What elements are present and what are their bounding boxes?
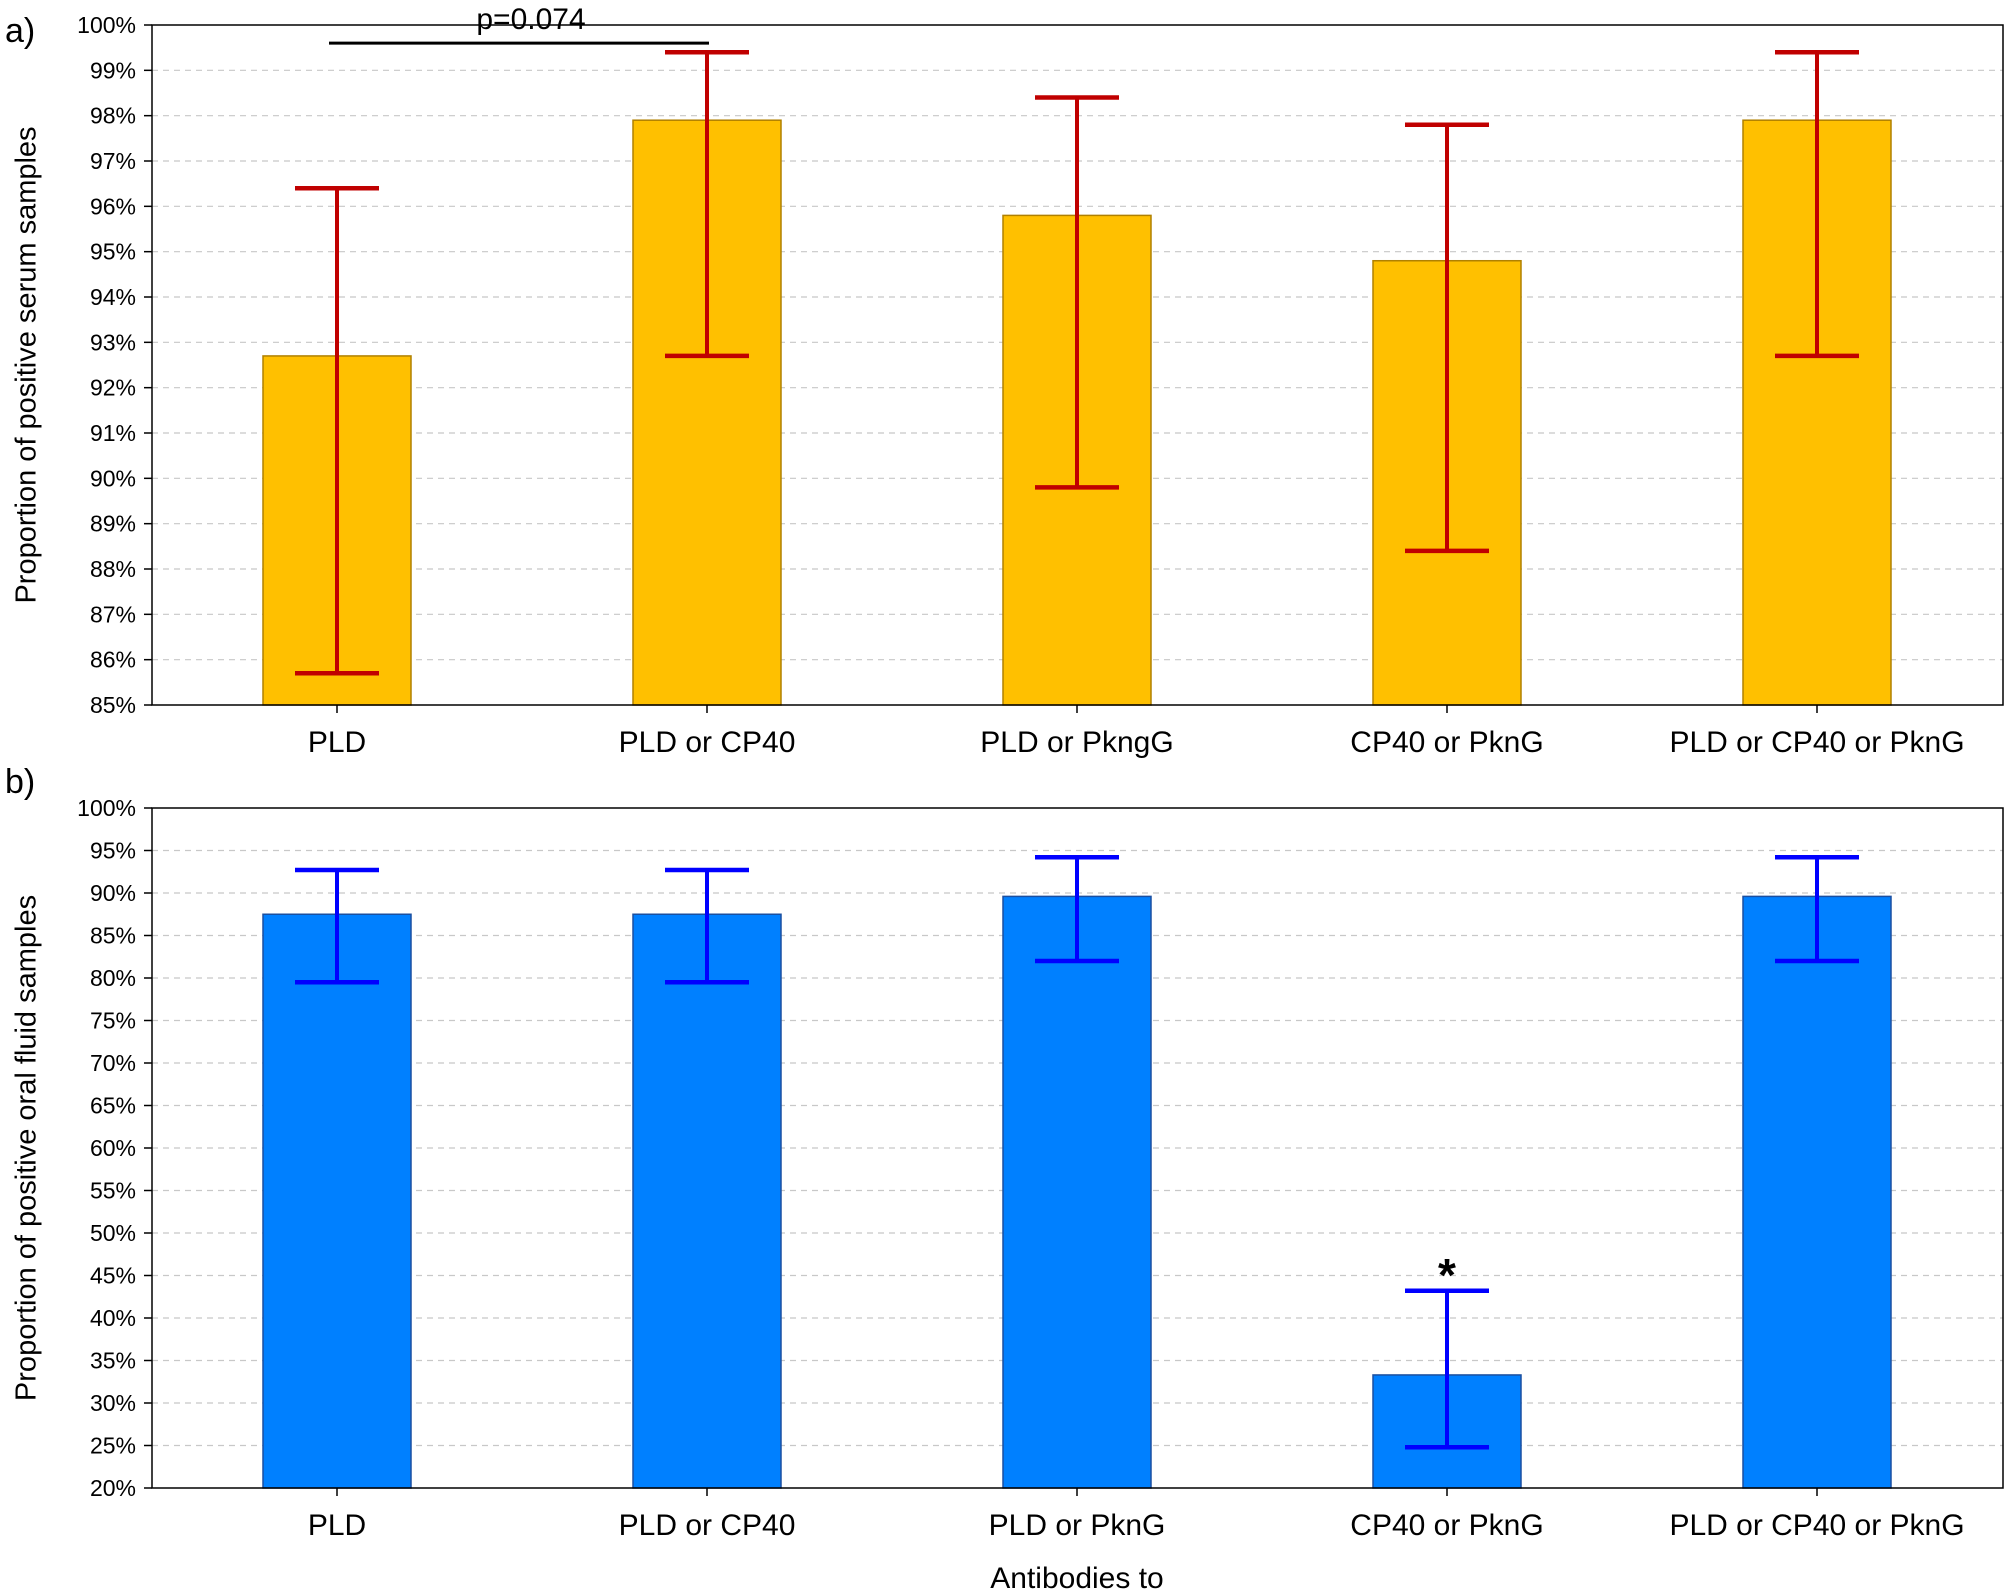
y-tick-label: 60%	[90, 1135, 136, 1161]
y-tick-label: 45%	[90, 1263, 136, 1289]
x-axis-label: Antibodies to	[990, 1562, 1163, 1595]
p-value-label: p=0.074	[476, 3, 585, 36]
y-tick-label: 100%	[77, 12, 136, 38]
x-tick-label: PLD or CP40	[619, 1509, 796, 1542]
y-tick-label: 86%	[90, 647, 136, 673]
y-axis-label: Proportion of positive serum samples	[11, 126, 43, 603]
y-tick-label: 40%	[90, 1305, 136, 1331]
x-tick-label: PLD or CP40 or PknG	[1669, 726, 1964, 759]
bar	[262, 913, 412, 1489]
x-tick-label: PLD or PknG	[989, 1509, 1166, 1542]
y-tick-label: 97%	[90, 148, 136, 174]
x-tick-label: PLD or CP40	[619, 726, 796, 759]
y-tick-label: 90%	[90, 880, 136, 906]
y-tick-label: 85%	[90, 692, 136, 718]
y-tick-label: 35%	[90, 1348, 136, 1374]
y-tick-label: 93%	[90, 329, 136, 355]
y-tick-label: 100%	[77, 795, 136, 821]
y-tick-label: 75%	[90, 1008, 136, 1034]
x-tick-label: PLD	[308, 726, 366, 759]
bar	[1742, 895, 1892, 1489]
y-tick-label: 98%	[90, 103, 136, 129]
y-axis-label: Proportion of positive oral fluid sample…	[11, 895, 43, 1401]
y-tick-label: 85%	[90, 923, 136, 949]
y-tick-label: 70%	[90, 1050, 136, 1076]
y-tick-label: 94%	[90, 284, 136, 310]
y-tick-label: 96%	[90, 193, 136, 219]
y-tick-label: 89%	[90, 511, 136, 537]
y-tick-label: 65%	[90, 1093, 136, 1119]
bar	[1002, 895, 1152, 1489]
bar	[632, 913, 782, 1489]
panel-label: a)	[5, 12, 35, 50]
y-tick-label: 95%	[90, 838, 136, 864]
y-tick-label: 88%	[90, 556, 136, 582]
x-tick-label: CP40 or PknG	[1350, 726, 1543, 759]
y-tick-label: 90%	[90, 465, 136, 491]
y-tick-label: 91%	[90, 420, 136, 446]
y-tick-label: 92%	[90, 375, 136, 401]
y-tick-label: 25%	[90, 1433, 136, 1459]
y-tick-label: 30%	[90, 1390, 136, 1416]
y-tick-label: 50%	[90, 1220, 136, 1246]
y-tick-label: 99%	[90, 57, 136, 83]
x-tick-label: CP40 or PknG	[1350, 1509, 1543, 1542]
y-tick-label: 55%	[90, 1178, 136, 1204]
y-tick-label: 95%	[90, 239, 136, 265]
panel-label: b)	[5, 763, 35, 801]
y-tick-label: 87%	[90, 601, 136, 627]
x-tick-label: PLD or PkngG	[980, 726, 1173, 759]
x-tick-label: PLD	[308, 1509, 366, 1542]
x-tick-label: PLD or CP40 or PknG	[1669, 1509, 1964, 1542]
y-tick-label: 80%	[90, 965, 136, 991]
y-tick-label: 20%	[90, 1475, 136, 1501]
significance-marker: *	[1438, 1249, 1456, 1301]
